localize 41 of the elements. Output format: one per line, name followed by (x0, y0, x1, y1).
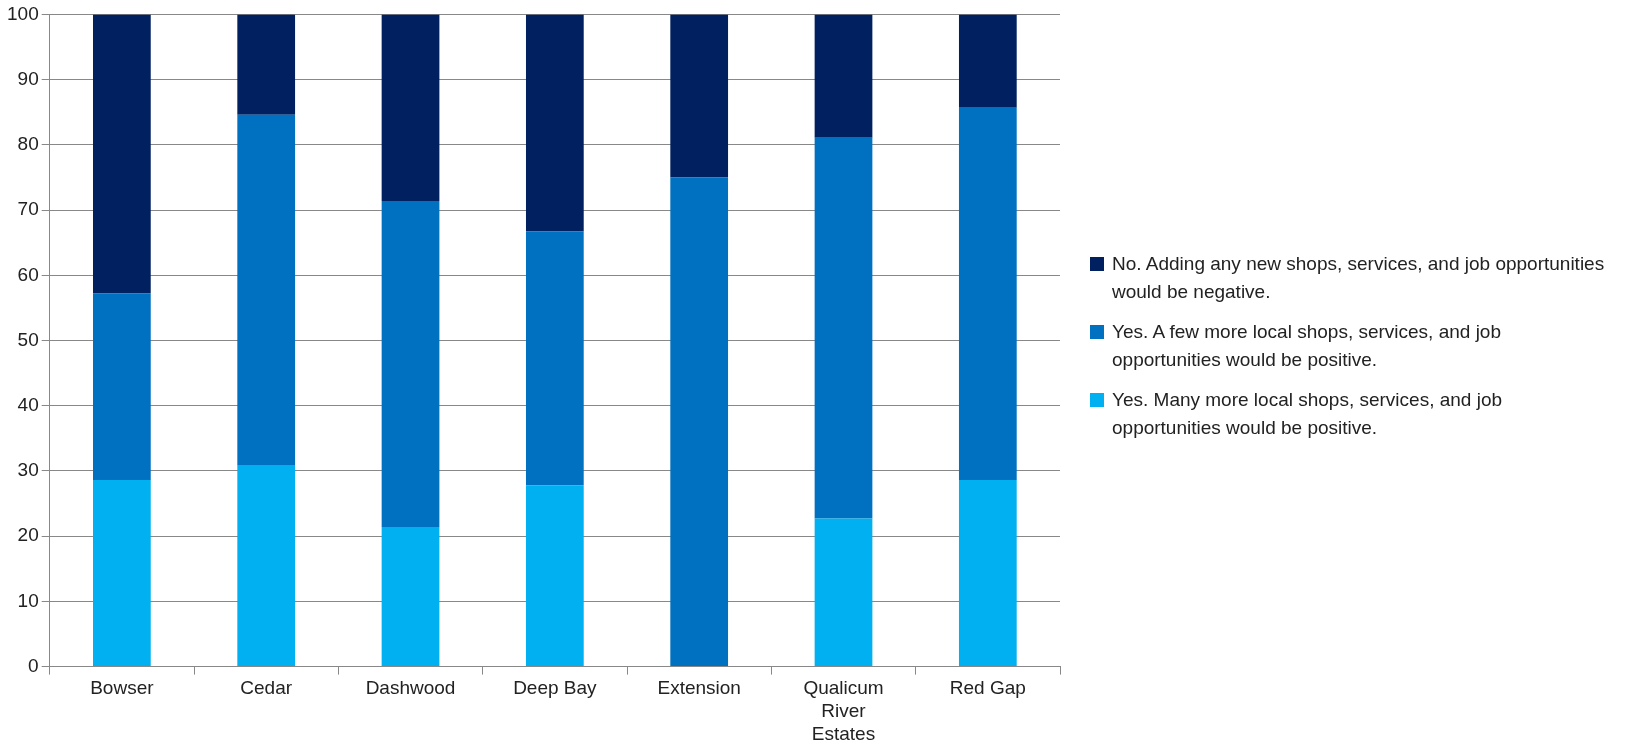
y-tick-label: 60 (17, 263, 39, 285)
y-tick-label: 40 (17, 393, 39, 415)
bar (237, 114, 296, 466)
bar (93, 293, 151, 481)
x-tick-label: Dashwood (365, 677, 456, 699)
y-tick-label: 30 (17, 459, 39, 481)
bar (237, 465, 296, 667)
x-tick-label: Deep Bay (513, 677, 598, 699)
bar (670, 177, 729, 667)
x-tick-label: Bowser (90, 677, 155, 699)
y-tick-label: 90 (17, 67, 39, 89)
y-tick-label: 80 (17, 133, 39, 155)
y-tick-label: 100 (7, 2, 39, 24)
bar (958, 14, 1017, 108)
x-tick-label: Qualicum River Estates (803, 677, 884, 744)
bar (525, 485, 584, 667)
bar (814, 137, 873, 519)
bar (237, 14, 296, 115)
x-tick-label: Cedar (240, 677, 293, 699)
bar (814, 518, 873, 667)
bar (381, 14, 440, 201)
legend-label: No. Adding any new shops, services, and job opportunities would be negative. (1112, 252, 1606, 304)
y-tick-label: 70 (17, 198, 39, 220)
bar (93, 480, 151, 667)
bar (525, 231, 584, 486)
bar (958, 480, 1017, 667)
y-tick-label: 10 (17, 589, 39, 611)
x-tick-label: Extension (657, 677, 741, 699)
bar (381, 527, 440, 667)
bar (670, 14, 729, 178)
x-tick-label: Red Gap (949, 677, 1026, 699)
y-tick-label: 50 (17, 328, 39, 350)
bar (814, 14, 873, 138)
bar (958, 107, 1017, 481)
legend-label: Yes. A few more local shops, services, and job opportunities would be positive. (1112, 320, 1502, 372)
bar (381, 200, 440, 528)
legend-label: Yes. Many more local shops, services, and job opportunities would be positive. (1112, 388, 1504, 440)
bar (525, 14, 584, 232)
bar (93, 14, 151, 294)
y-tick-label: 0 (28, 654, 39, 676)
y-tick-label: 20 (17, 524, 39, 546)
